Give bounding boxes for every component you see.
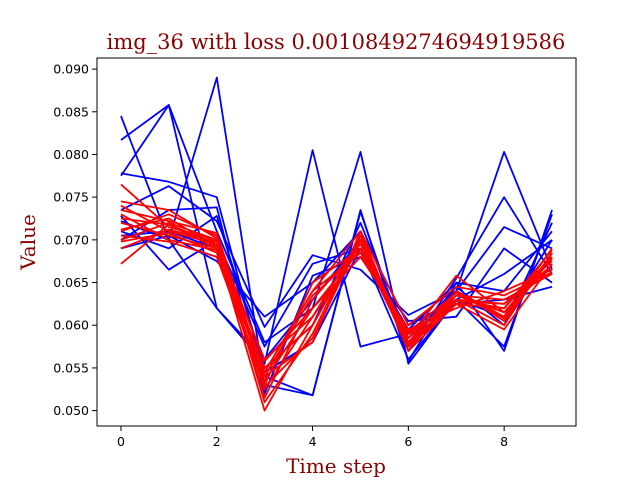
x-axis: 0 2 4 6 8 <box>117 426 508 449</box>
series-line-blue-1 <box>120 104 553 365</box>
plot-area-frame <box>96 57 577 427</box>
x-tick-label: 4 <box>309 434 317 449</box>
x-tick-label: 0 <box>117 434 125 449</box>
y-tick-label: 0.080 <box>53 147 89 162</box>
y-tick-label: 0.060 <box>53 318 89 333</box>
y-axis: 0.050 0.055 0.060 0.065 0.070 0.075 0.080 0.085… <box>53 62 97 418</box>
series-line-blue-8 <box>120 215 553 348</box>
series-line-blue-2 <box>120 104 553 365</box>
y-tick-label: 0.070 <box>53 232 89 247</box>
series-line-red-15 <box>120 204 553 391</box>
x-tick-label: 6 <box>404 434 412 449</box>
y-tick-label: 0.075 <box>53 190 89 205</box>
x-axis-label: Time step <box>286 454 386 478</box>
series-line-red-21 <box>120 230 553 374</box>
y-tick-label: 0.055 <box>53 360 89 375</box>
series-line-red-22 <box>120 217 553 361</box>
chart-title: img_36 with loss 0.0010849274694919586 <box>107 30 566 54</box>
series-line-blue-10 <box>120 230 553 374</box>
series-line-blue-3 <box>120 172 553 397</box>
x-tick-label: 8 <box>500 434 508 449</box>
series-line-red-24 <box>120 209 553 378</box>
y-tick-label: 0.085 <box>53 104 89 119</box>
y-tick-label: 0.050 <box>53 403 89 418</box>
x-tick-label: 2 <box>213 434 221 449</box>
y-axis-label: Value <box>16 214 40 271</box>
y-tick-label: 0.090 <box>53 62 89 77</box>
series-line-red-23 <box>120 234 553 388</box>
y-tick-label: 0.065 <box>53 275 89 290</box>
series-layer <box>120 76 553 412</box>
